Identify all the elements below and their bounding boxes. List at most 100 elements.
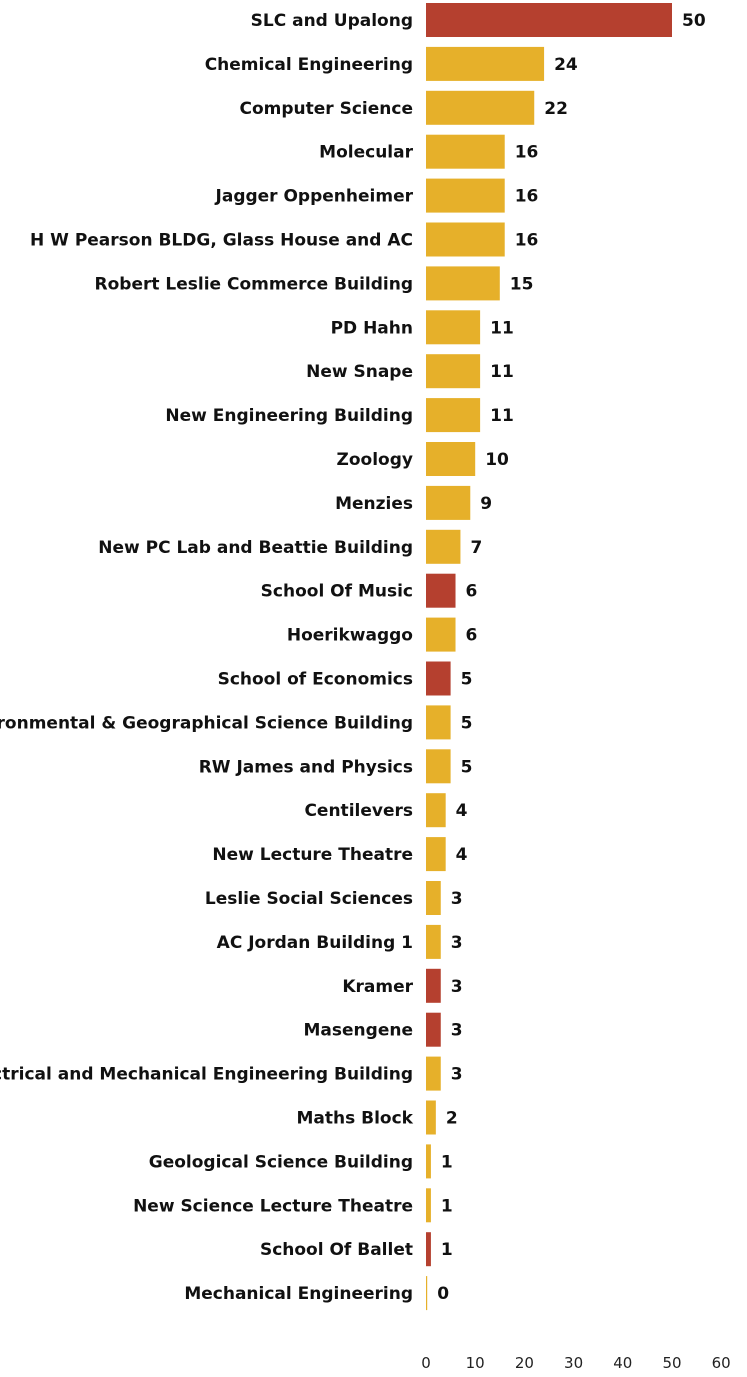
value-label-new-pc-lab-and-beattie-building: 7 xyxy=(470,538,482,558)
value-label-zoology: 10 xyxy=(485,450,509,470)
category-label-geological-science-building: Geological Science Building xyxy=(149,1152,413,1172)
bar-computer-science xyxy=(426,90,535,125)
x-tick-label-40: 40 xyxy=(613,1354,632,1372)
x-axis-ticks-layer: 0 10 20 30 40 50 60 xyxy=(421,1354,731,1372)
category-label-new-science-lecture-theatre: New Science Lecture Theatre xyxy=(133,1196,413,1216)
value-label-rw-james-and-physics: 5 xyxy=(461,757,473,777)
value-label-robert-leslie-commerce-building: 15 xyxy=(510,274,534,294)
value-label-jagger-oppenheimer: 16 xyxy=(515,187,539,207)
bar-new-snape xyxy=(426,354,481,389)
category-labels-layer: SLC and Upalong Chemical Engineering Compu… xyxy=(0,11,414,1304)
bar-geological-science-building xyxy=(426,1144,431,1179)
bar-new-engineering-building xyxy=(426,398,481,433)
category-label-hoerikwaggo: Hoerikwaggo xyxy=(287,626,413,646)
bar-leslie-social-sciences xyxy=(426,881,441,915)
bar-robert-leslie-commerce-building xyxy=(426,266,500,301)
category-label-slc-and-upalong: SLC and Upalong xyxy=(251,11,413,31)
bar-new-science-lecture-theatre xyxy=(426,1188,431,1223)
x-tick-label-60: 60 xyxy=(712,1354,731,1372)
category-label-computer-science: Computer Science xyxy=(240,99,414,119)
category-label-mechanical-engineering: Mechanical Engineering xyxy=(184,1284,413,1304)
category-label-pd-hahn: PD Hahn xyxy=(331,318,413,338)
bar-chemical-engineering xyxy=(426,46,545,81)
category-label-new-pc-lab-and-beattie-building: New PC Lab and Beattie Building xyxy=(98,538,413,558)
category-label-menzies: Menzies xyxy=(335,494,413,514)
bar-school-of-ballet xyxy=(426,1232,431,1267)
value-label-geological-science-building: 1 xyxy=(441,1152,453,1172)
value-label-masengene: 3 xyxy=(451,1021,463,1041)
category-label-kramer: Kramer xyxy=(342,977,413,997)
bar-mechanical-engineering xyxy=(426,1276,428,1311)
x-tick-label-0: 0 xyxy=(421,1354,431,1372)
bar-pd-hahn xyxy=(426,310,481,345)
category-label-new-lecture-theatre: New Lecture Theatre xyxy=(212,845,413,865)
bar-new-lecture-theatre xyxy=(426,837,446,872)
value-label-new-snape: 11 xyxy=(490,362,514,382)
bar-new-pc-lab-and-beattie-building xyxy=(426,529,461,564)
value-label-mechanical-engineering: 0 xyxy=(437,1284,449,1304)
bar-school-of-music xyxy=(426,573,456,608)
category-label-rw-james-and-physics: RW James and Physics xyxy=(199,757,413,777)
value-label-school-of-economics: 5 xyxy=(461,670,473,690)
bar-molecular xyxy=(426,134,505,169)
bar-kramer xyxy=(426,968,441,1003)
category-label-school-of-ballet: School Of Ballet xyxy=(260,1240,413,1260)
category-label-h-w-pearson-bldg-glass-house-and-ac: H W Pearson BLDG, Glass House and AC xyxy=(30,231,413,251)
bar-slc-and-upalong xyxy=(426,3,672,37)
value-label-school-of-music: 6 xyxy=(466,582,478,602)
category-label-jagger-oppenheimer: Jagger Oppenheimer xyxy=(215,187,414,207)
bar-h-w-pearson-bldg-glass-house-and-ac xyxy=(426,222,505,257)
bar-rw-james-and-physics xyxy=(426,749,451,784)
value-label-molecular: 16 xyxy=(515,143,539,163)
value-label-school-of-ballet: 1 xyxy=(441,1240,453,1260)
category-label-masengene: Masengene xyxy=(304,1021,413,1041)
x-tick-label-20: 20 xyxy=(515,1354,534,1372)
value-label-chemical-engineering: 24 xyxy=(554,55,578,75)
bar-masengene xyxy=(426,1012,441,1047)
value-label-new-science-lecture-theatre: 1 xyxy=(441,1196,453,1216)
x-tick-label-50: 50 xyxy=(662,1354,681,1372)
category-label-school-of-economics: School of Economics xyxy=(218,670,413,690)
value-label-maths-block: 2 xyxy=(446,1109,458,1129)
value-label-kramer: 3 xyxy=(451,977,463,997)
value-labels-layer: 5024221616161511111110976655544333332111… xyxy=(437,11,706,1304)
bar-centilevers xyxy=(426,793,446,828)
value-label-slc-and-upalong: 50 xyxy=(682,11,706,31)
bar-hoerikwaggo xyxy=(426,617,456,652)
bar-ac-jordan-building-1 xyxy=(426,924,441,959)
bars-layer xyxy=(426,3,672,1311)
x-tick-label-30: 30 xyxy=(564,1354,583,1372)
category-label-maths-block: Maths Block xyxy=(296,1109,413,1129)
bar-zoology xyxy=(426,442,476,476)
category-label-leslie-social-sciences: Leslie Social Sciences xyxy=(205,889,413,909)
category-label-zoology: Zoology xyxy=(337,450,413,470)
category-label-new-engineering-building: New Engineering Building xyxy=(165,406,413,426)
value-label-menzies: 9 xyxy=(480,494,492,514)
bar-environmental-and-geographical-science-building xyxy=(426,705,451,740)
x-tick-label-10: 10 xyxy=(466,1354,485,1372)
category-label-school-of-music: School Of Music xyxy=(261,582,413,602)
bar-maths-block xyxy=(426,1100,436,1135)
value-label-leslie-social-sciences: 3 xyxy=(451,889,463,909)
value-label-electrical-and-mechanical-engineering-building: 3 xyxy=(451,1065,463,1085)
category-label-electrical-and-mechanical-engineering-building: Electrical and Mechanical Engineering Bu… xyxy=(0,1065,413,1085)
category-label-centilevers: Centilevers xyxy=(304,801,413,821)
value-label-environmental-and-geographical-science-building: 5 xyxy=(461,713,473,733)
value-label-new-lecture-theatre: 4 xyxy=(456,845,468,865)
category-label-chemical-engineering: Chemical Engineering xyxy=(205,55,413,75)
bar-school-of-economics xyxy=(426,661,451,696)
value-label-h-w-pearson-bldg-glass-house-and-ac: 16 xyxy=(515,231,539,251)
value-label-centilevers: 4 xyxy=(456,801,468,821)
bar-electrical-and-mechanical-engineering-building xyxy=(426,1056,441,1091)
value-label-new-engineering-building: 11 xyxy=(490,406,514,426)
value-label-pd-hahn: 11 xyxy=(490,318,514,338)
bar-jagger-oppenheimer xyxy=(426,178,505,213)
category-label-robert-leslie-commerce-building: Robert Leslie Commerce Building xyxy=(95,274,413,294)
value-label-ac-jordan-building-1: 3 xyxy=(451,933,463,953)
value-label-hoerikwaggo: 6 xyxy=(466,626,478,646)
category-label-ac-jordan-building-1: AC Jordan Building 1 xyxy=(217,933,413,953)
category-label-new-snape: New Snape xyxy=(306,362,413,382)
category-label-environmental-and-geographical-science-building: Environmental & Geographical Science Bui… xyxy=(0,713,413,733)
bar-menzies xyxy=(426,485,471,520)
